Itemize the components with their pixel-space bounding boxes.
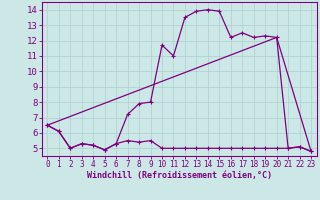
X-axis label: Windchill (Refroidissement éolien,°C): Windchill (Refroidissement éolien,°C) bbox=[87, 171, 272, 180]
